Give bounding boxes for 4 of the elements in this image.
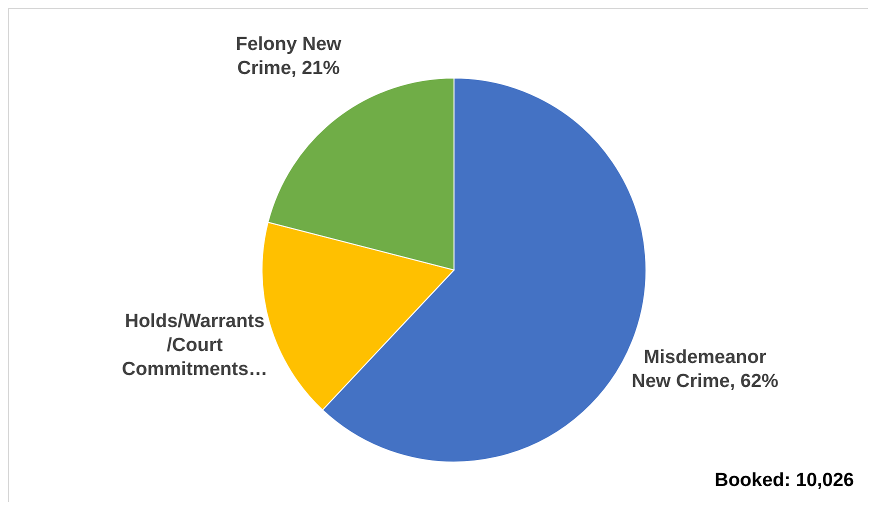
text: Booked: 10,026 [714,470,854,492]
slice-label: Felony New Crime, 21% [236,34,342,80]
slice-label: Misdemeanor New Crime, 62% [632,346,779,392]
slice-label: Holds/Warrants /Court Commitments… [122,310,268,380]
